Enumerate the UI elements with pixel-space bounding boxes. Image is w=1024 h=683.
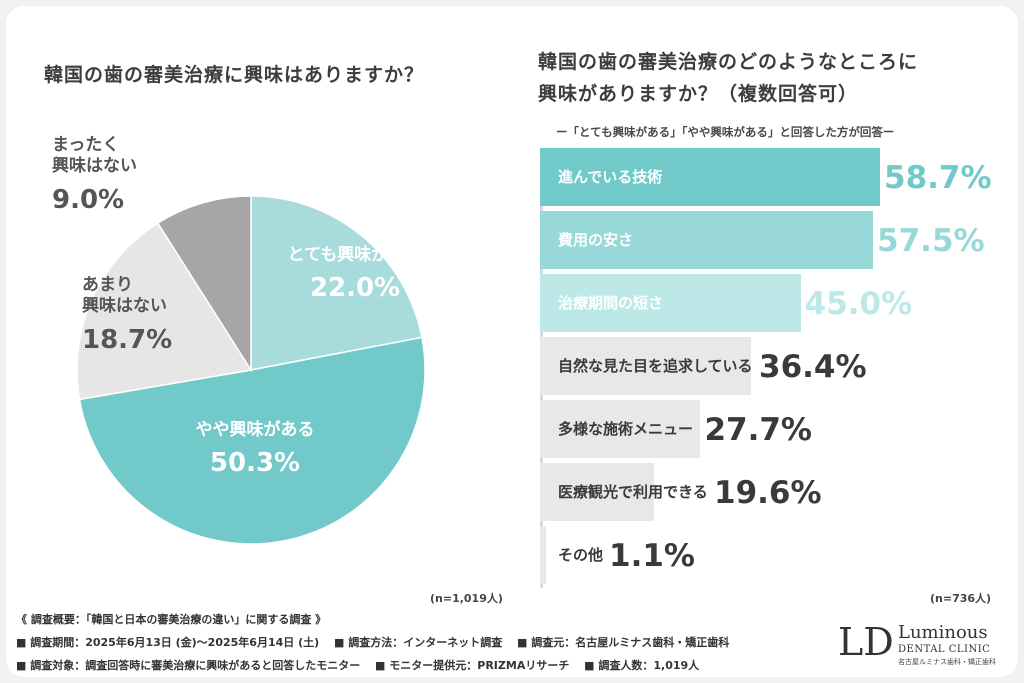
- pie-chart-title: 韓国の歯の審美治療に興味はありますか？: [44, 64, 425, 86]
- bar-value-label-4: 27.7%: [704, 412, 812, 448]
- bar-value-label-6: 1.1%: [609, 538, 695, 574]
- bar-category-label-5: 医療観光で利用できる: [558, 483, 708, 501]
- bar-category-label-0: 進んでいる技術: [558, 168, 663, 186]
- bar-value-label-1: 57.5%: [877, 223, 985, 259]
- survey-overview: 《 調査概要：「韓国と日本の審美治療の違い」に関する調査 》: [16, 613, 327, 626]
- bar-category-label-3: 自然な見た目を追求している: [558, 357, 753, 375]
- bar-chart-title-line-2: 興味がありますか？（複数回答可）: [538, 83, 859, 105]
- pie-slice-name-2-0: あまり: [82, 275, 133, 295]
- pie-slice-label-1: やや興味がある 50.3%: [165, 420, 345, 480]
- bar-0: [540, 148, 880, 206]
- bar-4: [540, 400, 701, 458]
- pie-slice-1: [78, 336, 426, 545]
- bar-value-label-0: 58.7%: [884, 160, 992, 196]
- bar-chart-title: 韓国の歯の審美治療のどのようなところに 興味がありますか？（複数回答可）: [538, 46, 918, 110]
- pie-slice-2: [76, 222, 253, 401]
- bar-category-label-4: 多様な施術メニュー: [558, 420, 694, 438]
- bar-category-label-2: 治療期間の短さ: [558, 294, 664, 312]
- bar-value-label-5: 19.6%: [714, 475, 822, 511]
- bar-sample-size: (n=736人): [930, 592, 992, 605]
- pie-slice-percent-2: 18.7%: [82, 324, 173, 355]
- bar-6: [540, 526, 547, 584]
- clinic-logo-mark: LD: [838, 620, 894, 664]
- bar-5: [540, 463, 654, 521]
- pie-slice-percent-0: 22.0%: [309, 273, 401, 304]
- pie-slice-3: [156, 195, 252, 373]
- bar-3: [540, 337, 751, 395]
- pie-slice-name-3-1: 興味はない: [52, 156, 137, 177]
- pie-slice-name-0-0: とても興味がある: [287, 245, 423, 265]
- pie-sample-size: (n=1,019人): [430, 592, 503, 605]
- survey-details-line-1: ■ 調査期間：2025年6月13日 (金)〜2025年6月14日 (土) ■ 調…: [16, 636, 730, 649]
- clinic-logo-name: Luminous: [898, 622, 988, 643]
- bar-2: [540, 274, 801, 332]
- pie-slice-name-2-1: 興味はない: [82, 296, 167, 317]
- pie-slice-percent-1: 50.3%: [209, 448, 301, 479]
- bar-category-label-6: その他: [558, 546, 604, 564]
- clinic-logo-subtitle: DENTAL CLINIC: [898, 644, 991, 655]
- clinic-logo-japanese: 名古屋ルミナス歯科・矯正歯科: [898, 658, 996, 666]
- pie-slice-percent-3: 9.0%: [52, 184, 125, 215]
- bar-chart-subtitle: ー「とても興味がある」「やや興味がある」と回答した方が回答ー: [556, 125, 895, 139]
- pie-slice-label-3: まったく 興味はない 9.0%: [52, 135, 232, 216]
- bar-chart-title-line-1: 韓国の歯の審美治療のどのようなところに: [538, 51, 919, 73]
- bar-value-label-3: 36.4%: [759, 349, 867, 385]
- survey-details-line-2: ■ 調査対象：調査回答時に審美治療に興味があると回答したモニター ■ モニター提…: [16, 659, 700, 672]
- pie-slice-name-3-0: まったく: [52, 135, 120, 155]
- pie-slice-label-0: とても興味がある 22.0%: [265, 245, 445, 305]
- bar-value-label-2: 45.0%: [804, 286, 913, 322]
- pie-slice-label-2: あまり 興味はない 18.7%: [82, 275, 262, 356]
- pie-slice-name-1-0: やや興味がある: [195, 420, 315, 440]
- pie-slice-0: [250, 195, 423, 371]
- bar-1: [540, 211, 874, 269]
- bar-category-label-1: 費用の安さ: [558, 231, 634, 249]
